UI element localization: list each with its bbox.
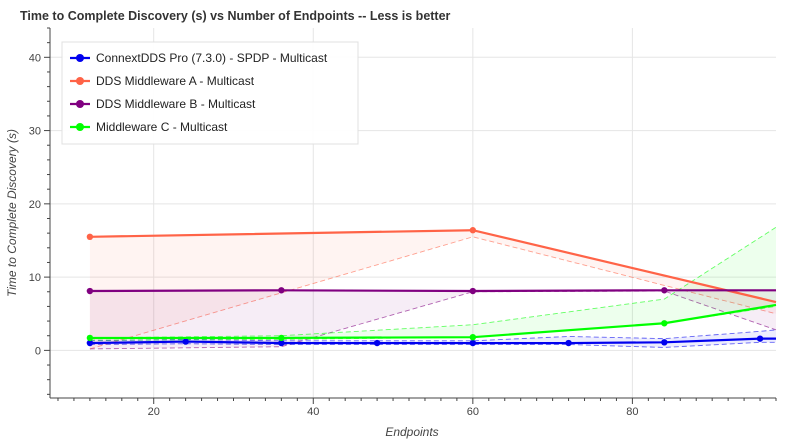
data-point-dds-middleware-b-multicast <box>278 287 285 294</box>
data-point-dds-middleware-a-multicast <box>86 233 94 241</box>
legend: ConnextDDS Pro (7.3.0) - SPDP - Multicas… <box>61 41 359 145</box>
band-middleware-c-multicast <box>89 227 776 341</box>
legend-swatch-marker <box>76 77 84 85</box>
y-tick-label: 20 <box>29 199 41 211</box>
x-tick-label: 20 <box>148 406 160 418</box>
data-point-dds-middleware-b-multicast <box>661 287 668 294</box>
legend-box <box>61 41 359 145</box>
data-point-connextdds-pro-7-3-0-spdp-multicast <box>86 339 94 347</box>
data-point-middleware-c-multicast <box>278 334 285 342</box>
y-axis-label: Time to Complete Discovery (s) <box>5 129 19 297</box>
x-tick-label: 80 <box>626 406 638 418</box>
legend-swatch-marker <box>76 100 84 108</box>
y-tick-label: 0 <box>35 345 41 357</box>
data-point-middleware-c-multicast <box>86 334 94 342</box>
data-point-connextdds-pro-7-3-0-spdp-multicast <box>373 339 381 347</box>
data-point-connextdds-pro-7-3-0-spdp-multicast <box>278 339 285 347</box>
data-point-connextdds-pro-7-3-0-spdp-multicast <box>469 339 477 347</box>
data-point-dds-middleware-a-multicast <box>469 227 477 234</box>
legend-label: ConnextDDS Pro (7.3.0) - SPDP - Multicas… <box>96 51 328 65</box>
data-point-dds-middleware-b-multicast <box>469 287 477 295</box>
y-tick-label: 40 <box>29 52 41 64</box>
y-tick-label: 10 <box>29 272 41 284</box>
data-point-connextdds-pro-7-3-0-spdp-multicast <box>182 338 189 345</box>
x-tick-label: 60 <box>467 406 479 418</box>
legend-label: Middleware C - Multicast <box>96 120 228 134</box>
data-point-connextdds-pro-7-3-0-spdp-multicast <box>661 339 668 346</box>
legend-swatch-marker <box>76 123 84 131</box>
legend-label: DDS Middleware A - Multicast <box>96 74 255 88</box>
series-line-dds-middleware-b-multicast <box>89 289 776 293</box>
data-point-connextdds-pro-7-3-0-spdp-multicast <box>756 335 764 342</box>
legend-swatch-marker <box>76 54 84 62</box>
data-point-middleware-c-multicast <box>661 320 668 327</box>
data-point-connextdds-pro-7-3-0-spdp-multicast <box>565 339 572 347</box>
data-point-dds-middleware-b-multicast <box>86 287 94 295</box>
data-point-middleware-c-multicast <box>469 333 477 341</box>
x-axis-label: Endpoints <box>385 425 438 439</box>
chart-title: Time to Complete Discovery (s) vs Number… <box>20 9 451 23</box>
x-tick-label: 40 <box>307 406 319 418</box>
legend-label: DDS Middleware B - Multicast <box>96 97 256 111</box>
band-dds-middleware-a-multicast <box>89 230 776 349</box>
y-tick-label: 30 <box>29 126 41 138</box>
band-dds-middleware-b-multicast <box>89 290 776 349</box>
band-upper-middleware-c-multicast <box>89 226 777 339</box>
